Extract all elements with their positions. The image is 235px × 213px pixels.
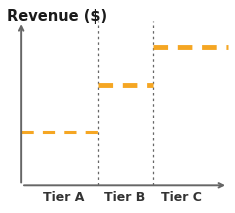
Text: Revenue ($): Revenue ($) [7, 9, 107, 23]
Text: Tier A: Tier A [43, 191, 84, 204]
Text: Tier C: Tier C [161, 191, 201, 204]
Text: Tier B: Tier B [104, 191, 145, 204]
